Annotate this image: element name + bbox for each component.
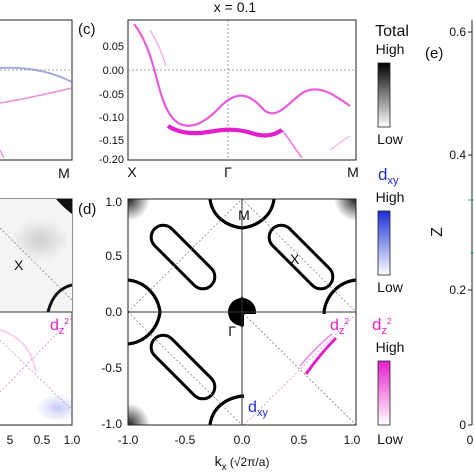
d-gamma-label: Γ	[228, 323, 236, 339]
c-ytick-6: -0.20	[99, 154, 124, 166]
d-dxy-label: dxy	[248, 399, 268, 419]
d-ytick-1: 1.0	[105, 195, 122, 209]
legend-dxy-colorbar	[377, 210, 391, 276]
e-ytick-3: 0.2	[449, 283, 466, 297]
c-ytick-1: 0.05	[103, 41, 124, 53]
legend-total: Total High Low	[375, 23, 409, 147]
d-ytick-3: 0.0	[105, 305, 122, 319]
legend-dz2-colorbar	[377, 360, 391, 426]
legend-total-title: Total	[375, 23, 409, 40]
legend-dz2-low: Low	[377, 431, 404, 447]
left-xtick-3: 1.0	[64, 433, 81, 447]
d-xtick-1: -1.0	[118, 433, 139, 447]
d-xtick-5: 1.0	[344, 433, 361, 447]
legend-total-high: High	[376, 41, 405, 57]
legend-dz2-title: dz2	[372, 315, 392, 337]
panel-d: M X Γ dz2 dxy 1.0 0.5 0.0 -0.5 -1.0 -1.0…	[101, 195, 361, 473]
d-x-label: X	[290, 251, 300, 267]
left-top-panel: M	[0, 19, 73, 181]
panel-label-e: (e)	[425, 45, 443, 62]
panel-c: 0.05 0.00 -0.05 -0.10 -0.15 -0.20 X Γ M	[99, 19, 359, 180]
e-xtick-1: 0	[467, 433, 474, 447]
c-ytick-4: -0.10	[99, 112, 124, 124]
panel-label-d: (d)	[78, 201, 96, 218]
d-xtick-3: 0.0	[234, 433, 251, 447]
e-ytick-4: 0	[459, 418, 466, 432]
legend-total-low: Low	[377, 131, 404, 147]
d-x-axis-label: kx (√2π/a)	[215, 453, 270, 473]
left-bottom-panel: X dz2 5 0.5 1.0	[0, 198, 81, 447]
panel-label-c: (c)	[78, 21, 96, 38]
d-ytick-2: 0.5	[105, 249, 122, 263]
e-y-axis-label: Z	[429, 227, 446, 237]
d-xtick-4: 0.5	[291, 433, 308, 447]
c-xtick-gamma: Γ	[224, 164, 232, 180]
d-dz2-label: dz2	[330, 317, 349, 337]
c-ytick-2: 0.00	[103, 65, 124, 77]
c-xtick-m: M	[347, 164, 359, 180]
c-ytick-5: -0.15	[99, 135, 124, 147]
legend-dxy: dxy High Low	[376, 165, 405, 295]
x-value-title: x = 0.1	[214, 0, 257, 15]
legend-dxy-high: High	[376, 189, 405, 205]
d-m-label: M	[238, 207, 250, 223]
d-ytick-4: -0.5	[101, 361, 122, 375]
panel-e: 0.6 0.4 0.2 0 0 Z	[429, 20, 474, 447]
e-ytick-2: 0.4	[449, 148, 466, 162]
legend-dz2-high: High	[376, 339, 405, 355]
left-xtick-1: 5	[7, 433, 14, 447]
legend-dxy-title: dxy	[378, 165, 399, 187]
d-ytick-5: -1.0	[101, 417, 122, 431]
left-dz2-label: dz2	[50, 317, 69, 337]
d-xtick-2: -0.5	[175, 433, 196, 447]
e-ytick-1: 0.6	[449, 25, 466, 39]
c-ytick-3: -0.05	[99, 89, 124, 101]
legend-dxy-low: Low	[377, 279, 404, 295]
legend-dz2: dz2 High Low	[372, 315, 404, 447]
left-x-label: X	[14, 257, 24, 273]
c-xtick-x: X	[127, 164, 137, 180]
legend-total-colorbar	[377, 62, 391, 128]
left-xtick-2: 0.5	[34, 433, 51, 447]
left-m-label: M	[58, 165, 70, 181]
